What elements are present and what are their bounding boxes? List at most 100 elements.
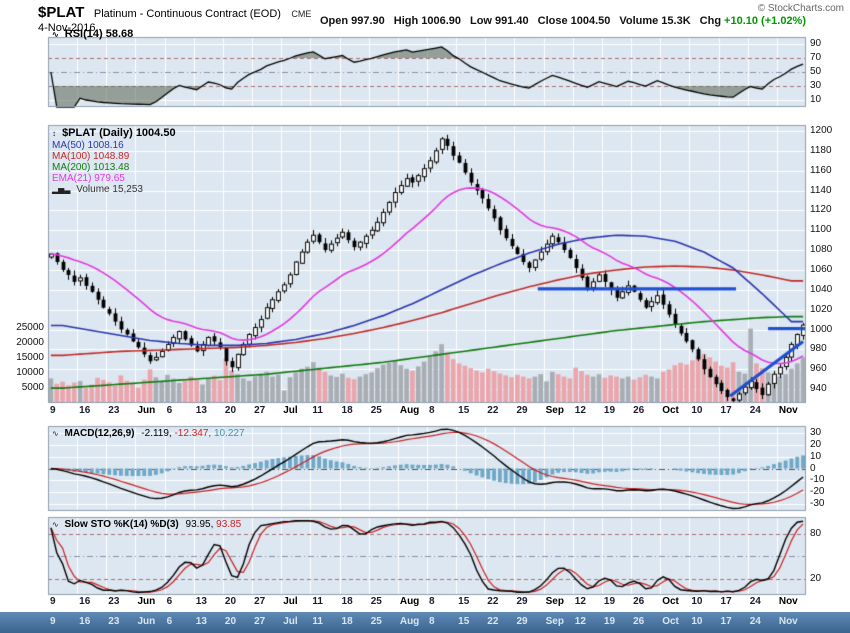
x-axis-label: Jul	[283, 596, 298, 607]
footer-x-label: Oct	[662, 616, 679, 627]
instrument-name: Platinum - Continuous Contract (EOD)	[93, 8, 281, 20]
footer-x-label: Sep	[545, 616, 564, 627]
ema21-legend-text: EMA(21) 979.65	[52, 173, 125, 184]
x-axis-label: 13	[195, 596, 207, 607]
x-axis-label: 25	[370, 405, 382, 416]
macd-y-tick-label: 10	[810, 450, 822, 462]
footer-x-label: 13	[195, 616, 207, 627]
volume-y-tick-label: 15000	[16, 352, 44, 363]
x-axis-label: 9	[50, 405, 56, 416]
x-axis-label: 22	[487, 405, 499, 416]
x-axis-label: 8	[429, 596, 435, 607]
footer-x-label: 26	[633, 616, 645, 627]
x-axis-label: 22	[487, 596, 499, 607]
rsi-legend-text: RSI(14) 58.68	[64, 28, 134, 40]
macd-legend: ∿ MACD(12,26,9) -2.119, -12.347, 10.227	[52, 428, 245, 439]
footer-bar	[0, 612, 850, 633]
volume-legend: ▂▅▃ Volume 15,253	[52, 184, 143, 195]
x-axis-label: 16	[79, 596, 91, 607]
x-axis-label: 18	[341, 596, 353, 607]
ma200-legend-text: MA(200) 1013.48	[52, 162, 130, 173]
x-axis-label: 12	[574, 405, 586, 416]
volume-y-tick-label: 5000	[21, 382, 44, 393]
indicator-wave-icon: ∿	[52, 429, 59, 438]
footer-x-label: 6	[166, 616, 173, 627]
footer-x-label: 20	[224, 616, 237, 627]
x-axis-label: 23	[108, 596, 120, 607]
macd-value-line: -2.119,	[141, 428, 172, 439]
x-axis-label: 8	[429, 405, 435, 416]
rsi-legend: ∿ RSI(14) 58.68	[52, 28, 133, 40]
footer-x-label: 8	[429, 616, 435, 627]
x-axis-label: 27	[254, 596, 266, 607]
quote-change: Chg +10.10 (+1.02%)	[699, 15, 806, 27]
footer-x-label: 12	[574, 616, 586, 627]
x-axis-label: Nov	[778, 405, 798, 416]
footer-x-label: 22	[487, 616, 499, 627]
footer-x-label: Nov	[778, 616, 798, 627]
x-axis-label: 13	[195, 405, 207, 416]
x-axis-label: 15	[458, 405, 470, 416]
quote-volume: Volume 15.3K	[619, 15, 691, 27]
footer-x-label: 18	[341, 616, 353, 627]
x-axis-label: 26	[633, 405, 645, 416]
volume-y-tick-label: 20000	[16, 337, 44, 348]
macd-y-tick-label: 20	[810, 438, 822, 450]
x-axis-label: 6	[166, 596, 173, 607]
price-y-tick-label: 980	[810, 343, 827, 355]
rsi-y-tick-label: 10	[810, 94, 822, 105]
price-y-tick-label: 1040	[810, 283, 833, 295]
x-axis-label: 9	[50, 596, 56, 607]
macd-y-tick-label: 30	[810, 427, 822, 439]
quote-low: Low 991.40	[469, 15, 529, 27]
ma50-legend-text: MA(50) 1008.16	[52, 140, 124, 151]
sto-y-tick-label: 80	[810, 528, 822, 540]
sto-value-d: 93.85	[216, 519, 242, 530]
x-axis-label: 15	[458, 596, 470, 607]
x-axis-label: 17	[720, 596, 732, 607]
x-axis-label: Aug	[399, 405, 420, 416]
indicator-wave-icon: ∿	[52, 30, 59, 39]
ma50-legend: MA(50) 1008.16	[52, 140, 124, 151]
price-y-tick-label: 1100	[810, 224, 832, 236]
price-y-tick-label: 1200	[810, 124, 833, 136]
volume-y-tick-label: 10000	[16, 367, 44, 378]
footer-x-label: 9	[50, 616, 56, 627]
candlestick-icon: ↕	[52, 129, 56, 138]
footer-x-label: 15	[458, 616, 470, 627]
x-axis-label: 17	[720, 405, 732, 416]
price-y-tick-label: 1060	[810, 263, 833, 275]
x-axis-label: Sep	[545, 596, 564, 607]
x-axis-label: 29	[516, 596, 528, 607]
footer-x-label: 25	[370, 616, 382, 627]
volume-y-tick-label: 25000	[16, 322, 44, 333]
price-y-tick-label: 940	[810, 383, 827, 395]
volume-legend-text: Volume 15,253	[76, 184, 143, 195]
ma100-legend: MA(100) 1048.89	[52, 151, 129, 162]
x-axis-label: Oct	[662, 596, 679, 607]
macd-y-tick-label: -20	[810, 486, 825, 498]
indicator-wave-icon: ∿	[52, 520, 59, 529]
x-axis-label: 20	[224, 596, 237, 607]
rsi-y-tick-label: 90	[810, 38, 822, 49]
x-axis-label: Jul	[283, 405, 298, 416]
x-axis-label: 6	[166, 405, 173, 416]
price-y-tick-label: 1140	[810, 184, 832, 196]
x-axis-label: Jun	[137, 596, 156, 607]
price-y-tick-label: 1180	[810, 144, 832, 156]
ma200-legend: MA(200) 1013.48	[52, 162, 129, 173]
footer-x-label: 16	[79, 616, 91, 627]
x-axis-label: 20	[224, 405, 237, 416]
sto-y-tick-label: 20	[810, 572, 822, 584]
rsi-y-tick-label: 70	[810, 52, 822, 63]
price-y-tick-label: 1080	[810, 244, 833, 256]
sto-legend-label: Slow STO %K(14) %D(3)	[64, 519, 179, 530]
volume-bars-icon: ▂▅▃	[52, 185, 71, 194]
footer-x-label: Aug	[399, 616, 420, 627]
x-axis-label: Aug	[399, 596, 420, 607]
copyright: © StockCharts.com	[757, 3, 844, 14]
quote-high: High 1006.90	[393, 15, 461, 27]
x-axis-label: 25	[370, 596, 382, 607]
footer-x-label: 29	[516, 616, 528, 627]
